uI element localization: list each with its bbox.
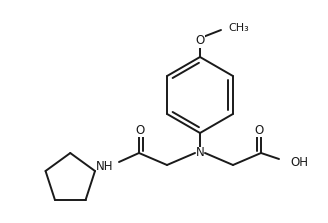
Text: CH₃: CH₃ (228, 23, 249, 33)
Text: NH: NH (95, 161, 113, 173)
Text: O: O (195, 35, 205, 47)
Text: N: N (195, 147, 204, 159)
Text: O: O (135, 124, 145, 136)
Text: OH: OH (290, 155, 308, 169)
Text: O: O (255, 124, 264, 136)
